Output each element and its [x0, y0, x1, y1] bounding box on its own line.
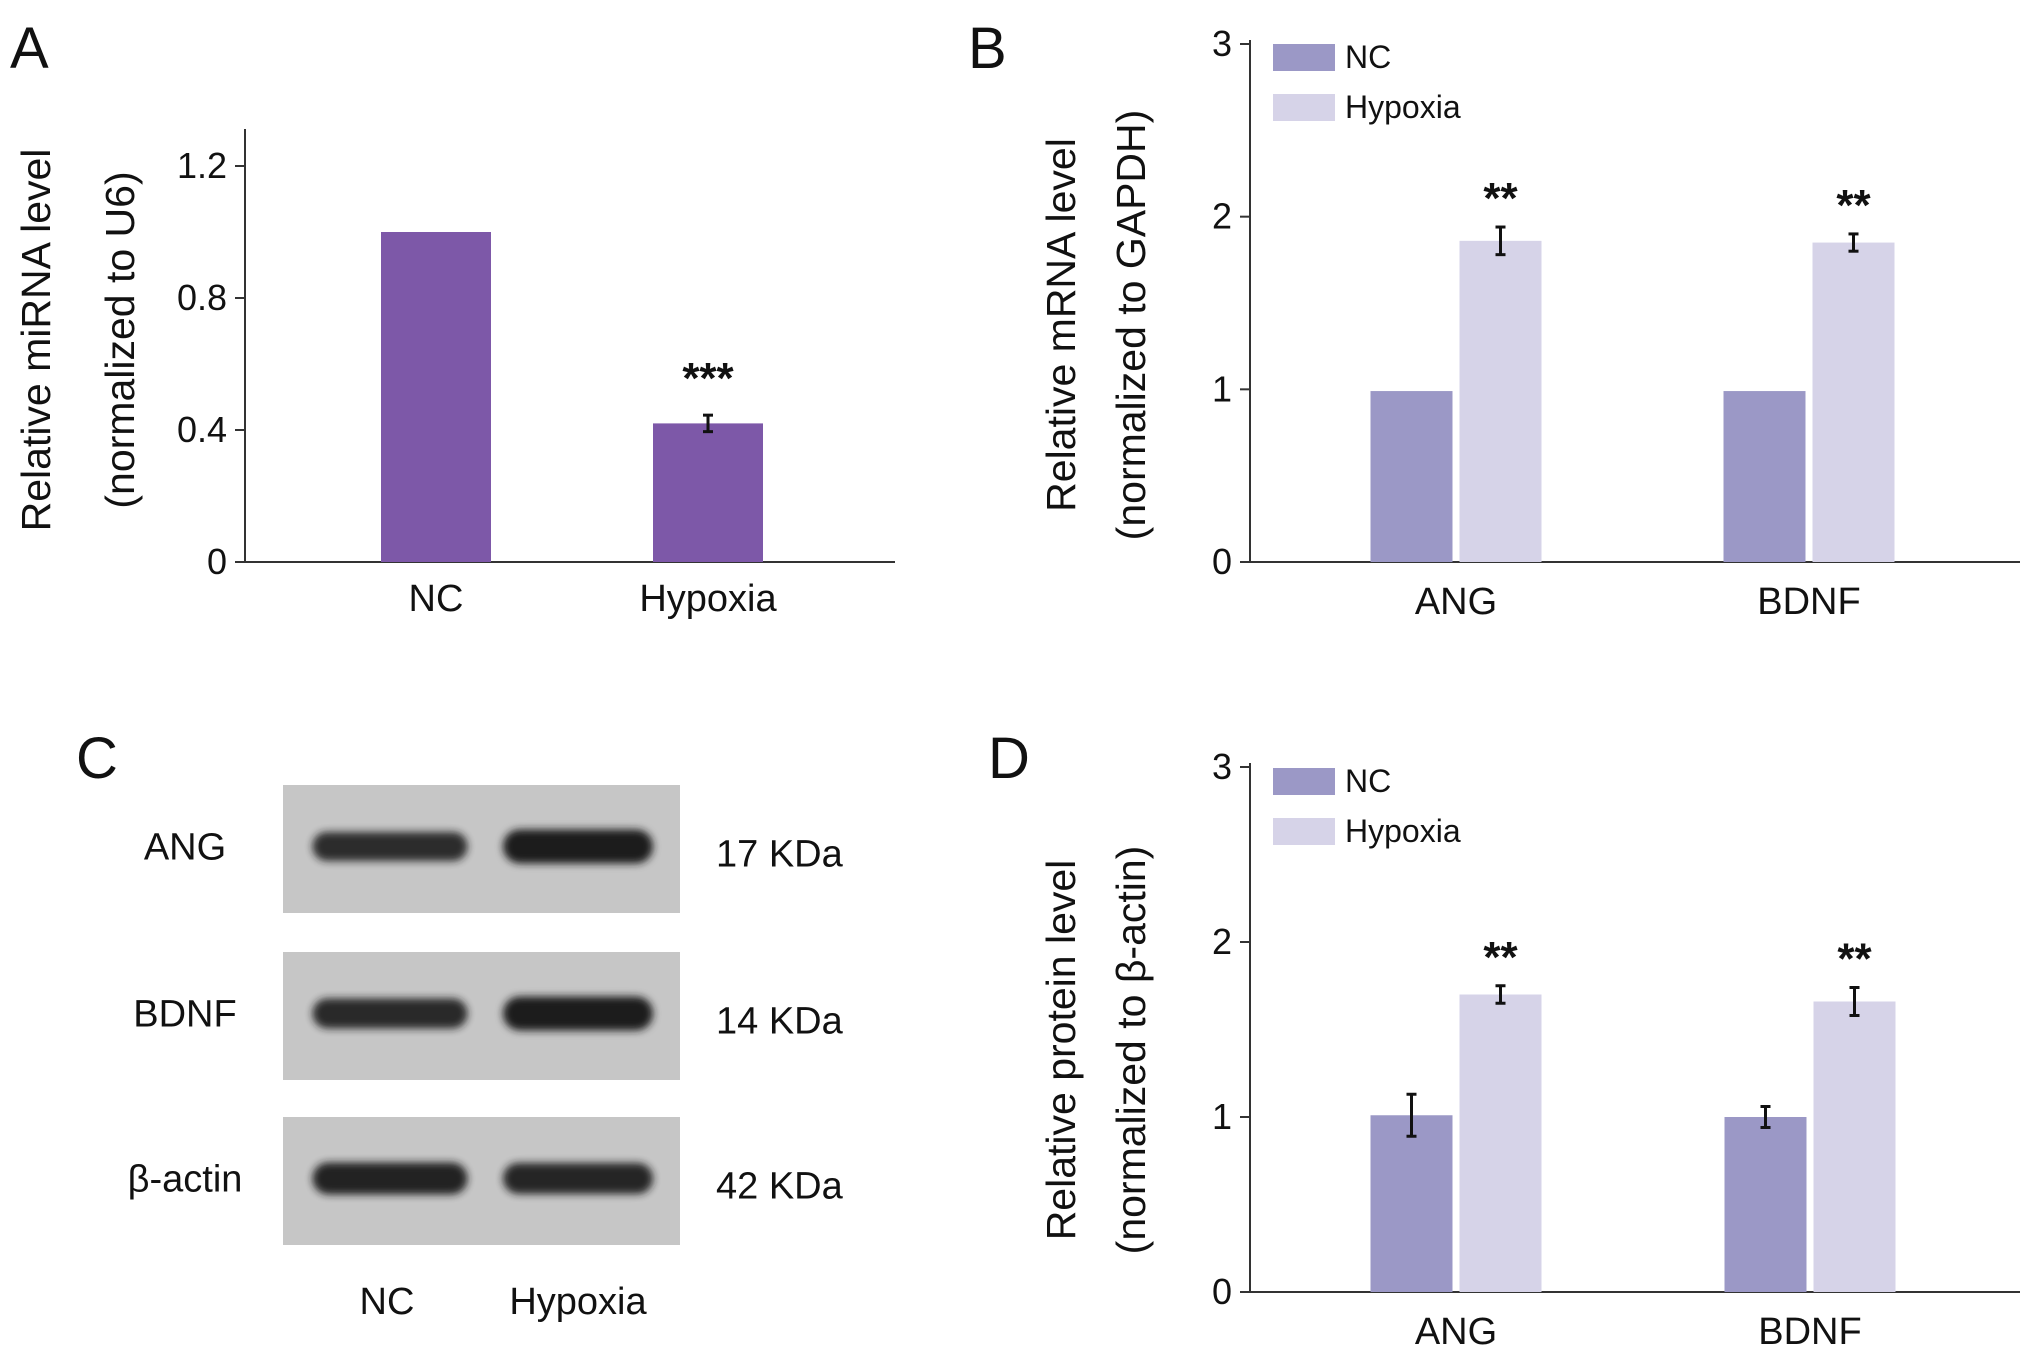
chart-d-bar-nc-bdnf [1724, 1117, 1807, 1292]
chart-a-ylabel-line2: (normalized to U6) [97, 171, 143, 508]
chart-b-category-label: BDNF [1757, 581, 1860, 623]
chart-a-ytick-label: 0.4 [177, 409, 227, 450]
chart-d-error-bar [1495, 984, 1506, 1005]
panel-letter-c: C [76, 726, 118, 791]
chart-a-bar-hypoxia [653, 423, 763, 562]
blot-band [312, 1162, 468, 1195]
chart-b-significance: ** [1836, 181, 1871, 230]
panel-letter-a: A [10, 16, 49, 81]
blot-size-label: 17 KDa [716, 833, 844, 875]
chart-a-category-label: Hypoxia [639, 578, 777, 620]
chart-d-significance: ** [1837, 935, 1872, 984]
panel-letter-b: B [968, 16, 1007, 81]
chart-d-error-bar [1760, 1105, 1771, 1129]
chart-d-bar-hypoxia-bdnf [1813, 1001, 1896, 1292]
chart-b-ytick-label: 1 [1212, 368, 1232, 409]
chart-d-significance: ** [1483, 933, 1518, 982]
chart-b-bar-nc-ang [1370, 391, 1453, 562]
chart-a-ytick-label: 0.8 [177, 277, 227, 318]
blot-band [503, 829, 653, 864]
chart-b-ylabel-line1: Relative mRNA level [1038, 138, 1084, 512]
chart-d-ytick-label: 1 [1212, 1096, 1232, 1137]
blot-lane-label: NC [360, 1281, 415, 1323]
chart-d-ylabel: Relative protein level (normalized to β-… [1038, 846, 1154, 1255]
western-blot: ANG 17 KDa BDNF 14 KDa β-actin 42 KDa NC Hypoxi… [128, 785, 844, 1323]
chart-b: Relative mRNA level (normalized to GAPDH… [1038, 23, 2020, 623]
panel-letter-d: D [988, 726, 1030, 791]
blot-protein-label: β-actin [128, 1158, 243, 1200]
chart-d-bar-nc-ang [1370, 1115, 1453, 1292]
chart-b-ytick-label: 2 [1212, 196, 1232, 237]
blot-lane-label: Hypoxia [509, 1281, 647, 1323]
chart-b-ylabel-line2: (normalized to GAPDH) [1108, 110, 1154, 541]
chart-d-legend-swatch [1273, 818, 1335, 845]
blot-band [312, 831, 468, 861]
chart-b-significance: ** [1483, 174, 1518, 223]
chart-a-bar-nc [381, 232, 491, 562]
chart-d-ylabel-line2: (normalized to β-actin) [1108, 846, 1154, 1255]
chart-d-ytick-label: 2 [1212, 921, 1232, 962]
chart-d-legend-label: NC [1345, 763, 1391, 799]
blot-band [312, 998, 468, 1029]
chart-a-significance: *** [682, 354, 734, 403]
blot-row: BDNF 14 KDa [133, 952, 844, 1080]
chart-a-ytick-label: 0 [207, 541, 227, 582]
chart-b-bar-hypoxia-ang [1459, 240, 1542, 562]
chart-a: Relative miRNA level (normalized to U6) … [13, 129, 895, 620]
chart-d-legend-swatch [1273, 768, 1335, 795]
chart-d-legend-label: Hypoxia [1345, 813, 1461, 849]
chart-b-legend: NC Hypoxia [1273, 39, 1461, 125]
chart-d-bar-hypoxia-ang [1459, 994, 1542, 1292]
chart-d: Relative protein level (normalized to β-… [1038, 746, 2020, 1353]
chart-a-ylabel: Relative miRNA level (normalized to U6) [13, 149, 143, 532]
chart-b-error-bar [1495, 225, 1506, 257]
chart-b-bar-hypoxia-bdnf [1812, 242, 1895, 563]
chart-d-legend: NC Hypoxia [1273, 763, 1461, 849]
chart-b-ytick-label: 0 [1212, 541, 1232, 582]
chart-a-ylabel-line1: Relative miRNA level [13, 149, 59, 532]
blot-size-label: 42 KDa [716, 1165, 844, 1207]
chart-d-ytick-label: 3 [1212, 746, 1232, 787]
chart-a-category-label: NC [409, 578, 464, 620]
blot-band [503, 996, 653, 1031]
chart-d-error-bar [1406, 1092, 1417, 1138]
chart-d-category-label: ANG [1415, 1311, 1497, 1353]
chart-b-legend-label: Hypoxia [1345, 89, 1461, 125]
chart-d-ylabel-line1: Relative protein level [1038, 860, 1084, 1241]
chart-d-error-bar [1849, 986, 1860, 1017]
chart-b-legend-swatch [1273, 44, 1335, 71]
chart-b-legend-label: NC [1345, 39, 1391, 75]
chart-b-error-bar [1848, 232, 1859, 253]
chart-b-bar-nc-bdnf [1723, 391, 1806, 562]
chart-b-legend-swatch [1273, 94, 1335, 121]
blot-protein-label: BDNF [133, 993, 236, 1035]
chart-a-ytick-label: 1.2 [177, 145, 227, 186]
chart-b-ylabel: Relative mRNA level (normalized to GAPDH… [1038, 110, 1154, 541]
chart-b-category-label: ANG [1415, 581, 1497, 623]
chart-d-category-label: BDNF [1758, 1311, 1861, 1353]
chart-a-error-bar [703, 413, 713, 434]
blot-size-label: 14 KDa [716, 1000, 844, 1042]
blot-row: ANG 17 KDa [144, 785, 844, 913]
chart-b-ytick-label: 3 [1212, 23, 1232, 64]
blot-row: β-actin 42 KDa [128, 1117, 844, 1245]
blot-protein-label: ANG [144, 826, 226, 868]
chart-d-ytick-label: 0 [1212, 1271, 1232, 1312]
blot-band [503, 1162, 653, 1194]
